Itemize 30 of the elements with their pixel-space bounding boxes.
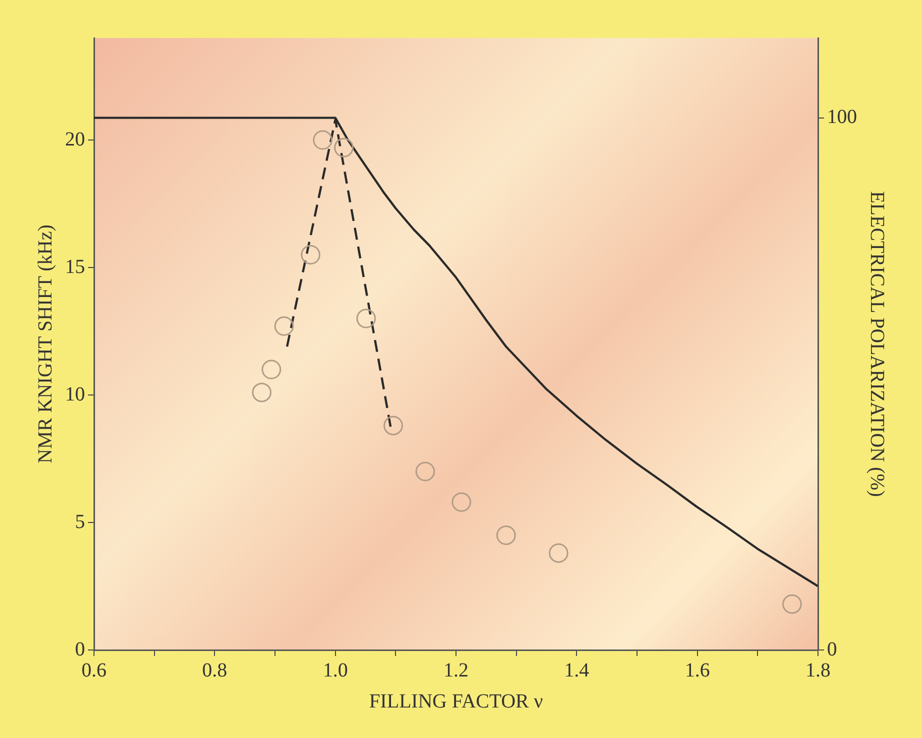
y2-tick-label: 100 bbox=[827, 106, 857, 128]
point bbox=[312, 130, 332, 150]
point bbox=[452, 492, 472, 512]
point bbox=[356, 308, 376, 328]
y-tick-label: 10 bbox=[65, 383, 85, 406]
point bbox=[300, 245, 320, 264]
y-axis-title: NMR KNIGHT SHIFT (kHz) bbox=[34, 224, 56, 464]
point bbox=[415, 462, 435, 482]
x-tick-label: 0.8 bbox=[202, 659, 228, 682]
point bbox=[384, 416, 404, 436]
y-tick-label: 0 bbox=[75, 638, 85, 660]
x-tick-label: 1.2 bbox=[444, 659, 468, 682]
y2-axis-title: ELECTRICAL POLARIZATION (%) bbox=[866, 191, 888, 497]
point bbox=[496, 526, 516, 545]
x-tick-label: 1.4 bbox=[564, 659, 590, 682]
y-tick-label: 5 bbox=[75, 510, 85, 533]
y-tick-label: 20 bbox=[65, 128, 85, 150]
y2-tick-label: 0 bbox=[827, 638, 837, 660]
x-tick-label: 1.8 bbox=[806, 659, 830, 682]
point bbox=[252, 382, 272, 402]
point bbox=[334, 138, 354, 158]
x-tick-label: 1.0 bbox=[322, 659, 348, 682]
point bbox=[782, 594, 802, 614]
x-axis-title: FILLING FACTOR ν bbox=[369, 690, 543, 712]
x-tick-label: 1.6 bbox=[684, 659, 710, 682]
y-tick-label: 15 bbox=[65, 256, 85, 278]
point bbox=[274, 316, 294, 336]
point bbox=[262, 360, 282, 380]
x-tick-label: 0.6 bbox=[82, 659, 106, 682]
point bbox=[548, 543, 568, 563]
